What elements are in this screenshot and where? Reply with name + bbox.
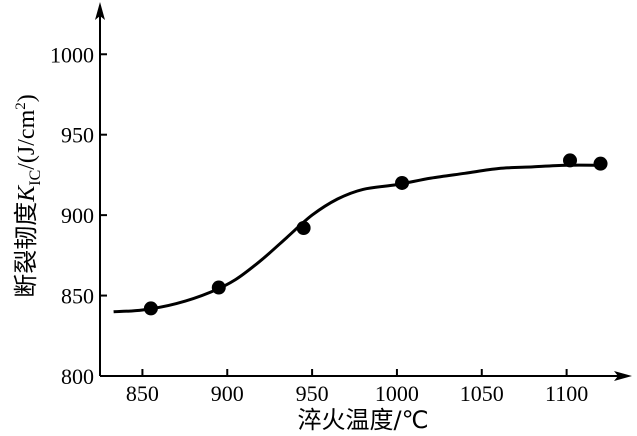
x-tick-label: 900: [211, 381, 244, 406]
y-axis-title-prefix: 断裂韧度: [12, 202, 40, 298]
y-tick-label: 950: [61, 123, 94, 148]
y-axis-arrow: [95, 2, 105, 20]
x-tick-label: 850: [126, 381, 159, 406]
y-tick-label: 850: [61, 284, 94, 309]
data-point: [296, 221, 311, 235]
y-axis-title-superscript: 2: [13, 102, 29, 110]
data-point: [563, 153, 578, 168]
x-tick-label: 950: [296, 381, 329, 406]
data-point: [395, 175, 410, 190]
y-tick-label: 1000: [50, 42, 94, 67]
data-point: [593, 156, 608, 171]
y-axis-title-subscript: IC: [27, 170, 44, 186]
data-point: [211, 280, 226, 295]
y-axis-title-symbol: K: [14, 184, 40, 203]
x-tick-label: 1100: [545, 381, 588, 406]
x-tick-label: 1000: [375, 381, 419, 406]
fit-curve: [113, 163, 601, 314]
y-ticks: 800 850 900 950 1000: [50, 42, 107, 389]
y-axis-title: 断裂韧度KIC/(J/cm2): [12, 94, 44, 298]
series-layer: [113, 153, 608, 316]
x-axis-arrow: [614, 371, 632, 381]
x-tick-label: 1050: [460, 381, 504, 406]
y-tick-label: 900: [61, 203, 94, 228]
y-axis-title-unit: /(J/cm: [14, 109, 40, 169]
x-axis-title: 淬火温度/℃: [297, 406, 428, 434]
x-ticks: 850 900 950 1000 1050 1100: [126, 369, 588, 406]
data-point: [143, 301, 158, 316]
y-tick-label: 800: [61, 364, 94, 389]
y-axis-title-unit-close: ): [14, 94, 40, 102]
